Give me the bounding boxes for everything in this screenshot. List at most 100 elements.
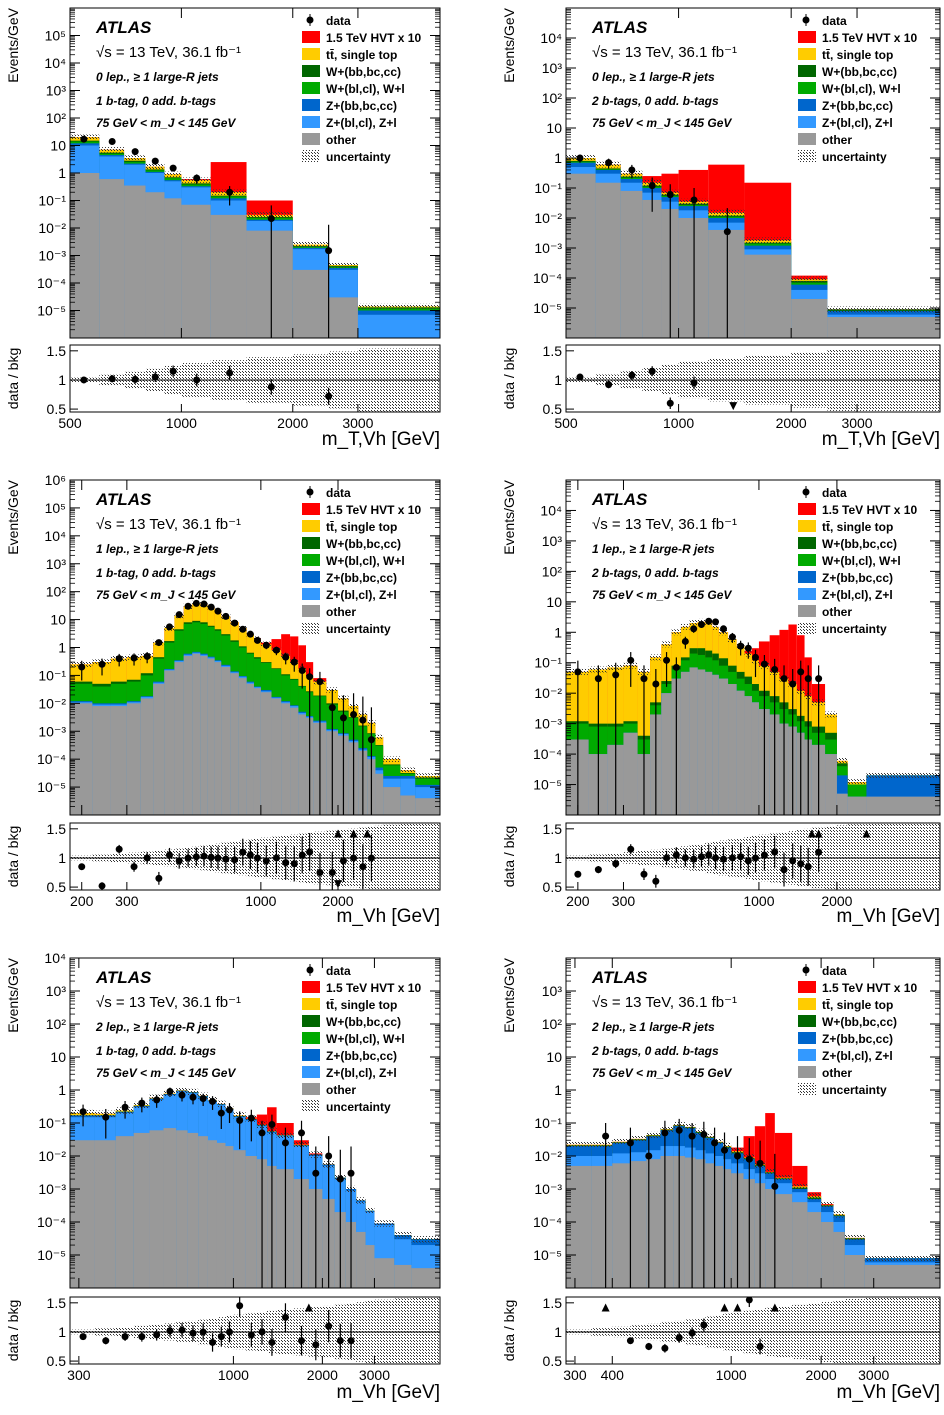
legend-label: 1.5 TeV HVT x 10 (326, 981, 421, 995)
uncertainty-band (176, 1087, 188, 1094)
legend-label: tt̄, single top (822, 998, 893, 1012)
y-tick-label: 10² (46, 1016, 67, 1032)
ratio-point (268, 1338, 276, 1346)
x-tick-label: 2000 (307, 1367, 338, 1383)
ratio-point (797, 860, 805, 868)
legend-label: 1.5 TeV HVT x 10 (822, 503, 917, 517)
ratio-point (328, 869, 336, 877)
ratio-point (720, 855, 728, 863)
ratio-point (298, 1337, 306, 1345)
legend-swatch-wheavy (302, 537, 320, 549)
other-bin (866, 796, 940, 815)
other-bin (298, 714, 306, 815)
ratio-point (663, 854, 671, 862)
y-axis-label: Events/GeV (5, 957, 21, 1032)
other-bin (612, 1163, 631, 1288)
ratio-y-tick-label: 1 (554, 850, 562, 866)
other-bin (374, 1258, 395, 1288)
ratio-point (661, 1344, 669, 1352)
data-point (130, 654, 138, 662)
y-tick-label: 10³ (46, 83, 67, 99)
legend-swatch-ttbar (798, 520, 816, 532)
category-label: 1 lep., ≥ 1 large-R jets (592, 542, 715, 556)
ratio-point (705, 851, 713, 859)
data-point (627, 656, 635, 664)
uncertainty-band (612, 1138, 631, 1145)
uncertainty-band (630, 1135, 647, 1143)
data-point (268, 1121, 276, 1129)
legend-swatch-other (302, 1083, 320, 1095)
legend-label: W+(bl,cl), W+l (326, 1032, 405, 1046)
ratio-y-tick-label: 0.5 (47, 401, 67, 417)
data-point (744, 644, 752, 652)
ratio-point (209, 1338, 217, 1346)
y-tick-label: 10⁻² (534, 685, 562, 701)
other-bin (260, 692, 272, 815)
y-tick-label: 10 (50, 612, 66, 628)
ratio-point (626, 1337, 634, 1345)
data-point (246, 630, 254, 638)
legend-label: tt̄, single top (822, 520, 893, 534)
atlas-label: ATLAS (591, 18, 648, 37)
ratio-y-tick-label: 1.5 (47, 1295, 67, 1311)
ratio-point (80, 376, 88, 384)
other-bin (744, 696, 752, 815)
ratio-point (207, 853, 215, 861)
data-point (663, 656, 671, 664)
legend-label: Z+(bl,cl), Z+l (326, 1066, 397, 1080)
legend-label: 1.5 TeV HVT x 10 (326, 31, 421, 45)
x-tick-label: 2000 (776, 415, 807, 431)
other-bin (736, 690, 745, 815)
uncertainty-band (836, 757, 848, 764)
category-label: 0 lep., ≥ 1 large-R jets (592, 70, 715, 84)
legend-label: data (326, 964, 351, 978)
y-tick-label: 10³ (542, 60, 563, 76)
data-point (143, 652, 151, 660)
data-point (700, 1130, 708, 1138)
uncertainty-band (866, 772, 940, 779)
legend-label: data (822, 486, 847, 500)
legend-label: W+(bl,cl), W+l (822, 554, 901, 568)
ratio-frame (69, 1296, 441, 1365)
data-point (169, 164, 177, 172)
uncertainty-band (827, 306, 940, 313)
data-point (339, 714, 347, 722)
x-tick-label: 1000 (166, 415, 197, 431)
legend-swatch-wlight (302, 82, 320, 94)
y-tick-label: 10 (50, 1049, 66, 1065)
x-tick-label: 1000 (218, 1367, 249, 1383)
ratio-point (752, 854, 759, 862)
ratio-point (78, 863, 86, 871)
legend-label: uncertainty (822, 622, 887, 636)
legend-swatch-ttbar (302, 520, 320, 532)
other-bin (99, 179, 125, 338)
x-axis-label: m_T,Vh [GeV] (822, 429, 940, 450)
ratio-point (262, 857, 270, 865)
data-point (209, 1097, 217, 1105)
y-tick-label: 10⁴ (44, 528, 66, 544)
y-axis-label: Events/GeV (501, 479, 517, 554)
other-bin (271, 698, 282, 815)
data-point (262, 641, 270, 649)
y-tick-label: 10⁻⁵ (37, 303, 66, 319)
data-point (661, 1129, 669, 1137)
uncertainty-band (791, 276, 828, 283)
y-tick-label: 10² (46, 110, 67, 126)
ratio-point (688, 1329, 696, 1337)
y-tick-label: 10³ (46, 983, 67, 999)
legend-label: uncertainty (822, 150, 887, 164)
ratio-point (253, 854, 261, 862)
y-tick-label: 10⁻¹ (534, 655, 562, 671)
ratio-point (681, 854, 689, 862)
data-point (350, 710, 358, 718)
legend-label: uncertainty (326, 622, 391, 636)
legend-label: Z+(bl,cl), Z+l (822, 116, 893, 130)
other-bin (124, 185, 146, 338)
y-tick-label: 10² (46, 584, 67, 600)
uncertainty-band (356, 1197, 366, 1204)
other-bin (714, 1165, 724, 1288)
data-point (612, 671, 620, 679)
other-bin (207, 658, 215, 815)
other-bin (660, 1156, 674, 1288)
